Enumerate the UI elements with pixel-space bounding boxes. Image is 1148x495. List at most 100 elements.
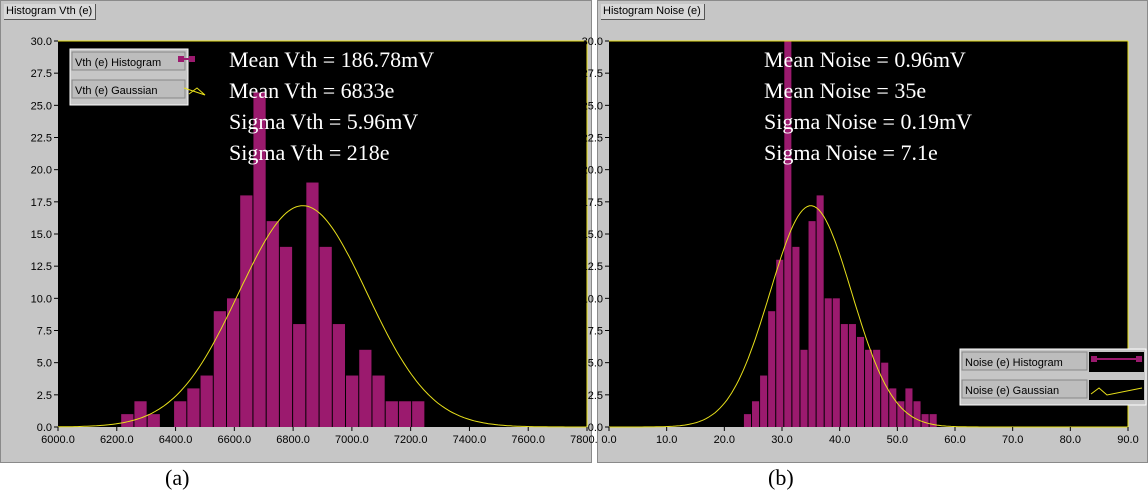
legend-label: Noise (e) Gaussian xyxy=(965,385,1059,397)
histogram-bar xyxy=(743,414,752,427)
histogram-bar xyxy=(840,324,848,427)
y-tick-label: 10.0 xyxy=(582,293,603,305)
legend-label-bg xyxy=(71,79,186,99)
legend-histogram-marker xyxy=(1136,356,1142,362)
legend-label-bg xyxy=(961,351,1088,371)
histogram-bar xyxy=(412,401,425,427)
histogram-bar xyxy=(187,388,200,427)
legend-gaussian-line xyxy=(183,87,206,96)
y-tick-label: 0.0 xyxy=(588,422,603,434)
histogram-bar xyxy=(816,195,824,427)
y-tick-label: 25.0 xyxy=(31,100,52,112)
stat-annotation: Mean Vth = 186.78mV xyxy=(229,47,434,72)
stat-annotation: Sigma Noise = 0.19mV xyxy=(764,109,972,134)
legend: Noise (e) Histogram Noise (e) Gaussian xyxy=(959,348,1147,406)
x-tick-label: 60.0 xyxy=(944,434,965,446)
histogram-bar xyxy=(385,401,398,427)
x-tick-label: 7000.0 xyxy=(335,434,369,446)
histogram-bar xyxy=(266,221,279,427)
y-tick-label: 25.0 xyxy=(582,100,603,112)
histogram-bar xyxy=(398,401,412,427)
histogram-noise-panel: Histogram Noise (e) 0.0 2.5 5.0 7.5 10.0 12.5… xyxy=(582,0,1148,463)
y-tick-label: 20.0 xyxy=(31,165,52,177)
y-tick-label: 5.0 xyxy=(37,358,52,370)
histogram-bar xyxy=(856,336,865,427)
y-tick-label: 2.5 xyxy=(37,390,52,402)
y-tick-label: 10.0 xyxy=(31,293,52,305)
histogram-bar xyxy=(134,401,147,427)
x-tick-label: 7800.0 xyxy=(570,434,604,446)
histogram-bar xyxy=(306,182,319,427)
histogram-bar xyxy=(921,414,929,427)
histogram-bar xyxy=(913,401,921,427)
histogram-bar xyxy=(905,388,913,427)
histogram-bar xyxy=(760,375,768,427)
gaussian-curve xyxy=(609,205,1128,428)
histogram-vth-chart: 0.0 2.5 5.0 7.5 10.0 12.5 15.0 17.5 20.0 22.5 25.0… xyxy=(31,36,604,446)
histogram-bar xyxy=(332,324,346,427)
histogram-bar xyxy=(253,92,266,427)
y-tick-label: 20.0 xyxy=(582,165,603,177)
stat-annotation: Sigma Vth = 5.96mV xyxy=(229,109,418,134)
x-tick-label: 7400.0 xyxy=(453,434,487,446)
histogram-bar xyxy=(897,401,905,427)
y-tick-label: 15.0 xyxy=(31,229,52,241)
x-tick-label: 10.0 xyxy=(656,434,677,446)
histogram-bars xyxy=(121,92,425,427)
histogram-bar xyxy=(293,324,306,427)
x-tick-label: 0.0 xyxy=(601,434,616,446)
y-tick-label: 12.5 xyxy=(582,261,603,273)
stat-annotation: Mean Noise = 0.96mV xyxy=(764,47,966,72)
x-tick-label: 6600.0 xyxy=(218,434,252,446)
histogram-bar xyxy=(346,375,359,427)
x-tick-label: 90.0 xyxy=(1117,434,1138,446)
figure-caption-a: (a) xyxy=(165,465,190,490)
histogram-bar xyxy=(226,298,240,427)
legend-label: Vth (e) Gaussian xyxy=(75,85,158,97)
y-tick-label: 15.0 xyxy=(582,229,603,241)
y-tick-label: 17.5 xyxy=(31,197,52,209)
y-tick-label: 17.5 xyxy=(582,197,603,209)
y-tick-label: 5.0 xyxy=(588,358,603,370)
legend-label: Vth (e) Histogram xyxy=(75,57,161,69)
histogram-bar xyxy=(865,349,873,427)
y-tick-label: 7.5 xyxy=(588,326,603,338)
histogram-bar xyxy=(832,298,840,427)
x-tick-label: 70.0 xyxy=(1002,434,1023,446)
figure-caption-b: (b) xyxy=(768,465,794,490)
histogram-bar xyxy=(752,401,760,427)
x-tick-label: 6800.0 xyxy=(276,434,310,446)
y-tick-label: 27.5 xyxy=(31,68,52,80)
legend-label-bg xyxy=(71,51,186,71)
legend-swatch-bg xyxy=(1089,380,1144,400)
histogram-bar xyxy=(929,414,937,427)
stat-annotation: Mean Noise = 35e xyxy=(764,78,926,103)
y-tick-label: 7.5 xyxy=(37,326,52,338)
x-tick-label: 20.0 xyxy=(714,434,735,446)
panel-title: Histogram Vth (e) xyxy=(4,4,97,20)
x-tick-label: 6000.0 xyxy=(41,434,75,446)
stat-annotation: Sigma Vth = 218e xyxy=(229,140,390,165)
histogram-bar xyxy=(240,195,253,427)
stat-annotation: Sigma Noise = 7.1e xyxy=(764,140,938,165)
histogram-bar xyxy=(848,324,856,427)
histogram-bar xyxy=(174,401,187,427)
x-tick-label: 30.0 xyxy=(771,434,792,446)
legend-label-bg xyxy=(961,379,1088,399)
histogram-bar xyxy=(200,375,213,427)
y-tick-label: 0.0 xyxy=(37,422,52,434)
histogram-bar xyxy=(808,221,816,427)
histogram-bar xyxy=(776,259,784,427)
histogram-bar xyxy=(372,375,385,427)
histogram-bar xyxy=(889,388,897,427)
histogram-bar xyxy=(279,246,293,427)
histogram-bar xyxy=(213,311,226,427)
histogram-vth-panel: Histogram Vth (e) 0.0 2.5 5.0 7.5 10.0 12.5 15… xyxy=(0,0,604,463)
histogram-bar xyxy=(792,246,800,427)
x-tick-label: 50.0 xyxy=(887,434,908,446)
x-tick-label: 40.0 xyxy=(829,434,850,446)
legend: Vth (e) Histogram Vth (e) Gaussian xyxy=(69,48,206,106)
y-tick-label: 27.5 xyxy=(582,68,603,80)
panel-title: Histogram Noise (e) xyxy=(601,4,705,20)
x-tick-label: 80.0 xyxy=(1060,434,1081,446)
